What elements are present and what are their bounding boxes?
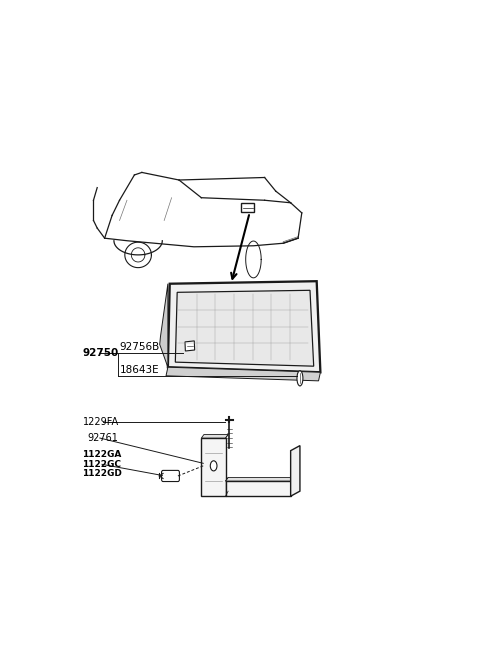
Polygon shape bbox=[160, 284, 168, 367]
Text: 92756B: 92756B bbox=[120, 342, 160, 351]
FancyBboxPatch shape bbox=[162, 470, 180, 482]
Polygon shape bbox=[202, 438, 226, 496]
Text: 92761: 92761 bbox=[87, 433, 119, 443]
Ellipse shape bbox=[297, 371, 303, 386]
Ellipse shape bbox=[210, 461, 217, 471]
Polygon shape bbox=[166, 367, 321, 381]
Polygon shape bbox=[290, 445, 300, 496]
Polygon shape bbox=[185, 341, 195, 351]
Text: 1122GA: 1122GA bbox=[83, 450, 122, 459]
Text: 18643E: 18643E bbox=[120, 365, 159, 374]
Polygon shape bbox=[175, 290, 314, 366]
Polygon shape bbox=[226, 481, 290, 496]
FancyBboxPatch shape bbox=[241, 203, 254, 212]
Text: 1122GD: 1122GD bbox=[83, 470, 122, 478]
Polygon shape bbox=[202, 434, 228, 438]
Text: 1122GC: 1122GC bbox=[83, 460, 121, 469]
Polygon shape bbox=[226, 478, 293, 481]
Text: 92750: 92750 bbox=[83, 348, 119, 358]
Text: 1229FA: 1229FA bbox=[83, 417, 119, 427]
Polygon shape bbox=[168, 281, 321, 373]
